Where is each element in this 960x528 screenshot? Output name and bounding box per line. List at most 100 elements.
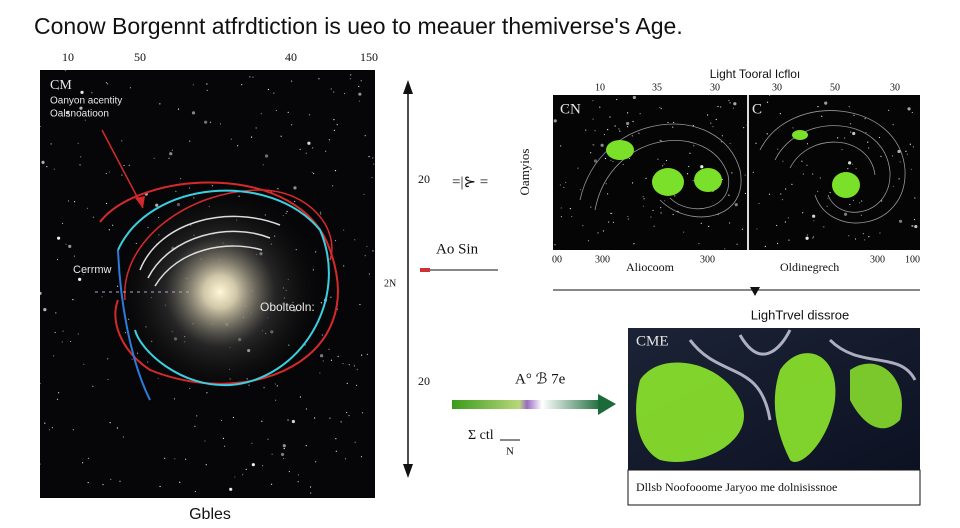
star <box>674 195 676 197</box>
star <box>553 119 557 123</box>
star <box>312 147 314 149</box>
star <box>619 130 621 132</box>
star <box>343 92 346 95</box>
star <box>628 157 630 160</box>
star <box>632 120 634 123</box>
star <box>372 250 374 252</box>
star <box>105 202 108 205</box>
star <box>271 453 273 455</box>
star <box>642 196 644 198</box>
star <box>698 243 700 245</box>
star <box>287 111 289 113</box>
label: N <box>506 446 514 458</box>
star <box>826 205 828 207</box>
star <box>580 188 582 191</box>
star <box>321 334 323 336</box>
star <box>318 78 320 80</box>
star <box>122 436 125 438</box>
star <box>592 144 594 146</box>
star <box>340 421 342 423</box>
star <box>710 122 712 124</box>
star <box>781 199 784 201</box>
star <box>107 83 109 85</box>
star <box>827 197 829 199</box>
star <box>823 226 825 228</box>
star <box>220 419 223 422</box>
star <box>779 113 781 115</box>
title: Conow Borgennt atfrdtiction is ueo to me… <box>34 13 683 39</box>
star <box>364 255 366 257</box>
star <box>61 222 64 225</box>
star <box>626 126 629 128</box>
star <box>333 91 335 93</box>
star <box>897 149 901 154</box>
symbol: =|⊱ = <box>452 174 488 190</box>
star <box>728 194 730 196</box>
star <box>813 220 815 222</box>
star <box>192 84 194 86</box>
star <box>914 197 916 199</box>
star <box>844 137 846 139</box>
star <box>108 171 110 173</box>
star <box>847 168 849 170</box>
star <box>168 157 170 159</box>
marker <box>420 268 430 272</box>
star <box>878 136 881 139</box>
label: Obolteoln: <box>260 300 315 314</box>
star <box>329 417 331 419</box>
star <box>879 232 881 234</box>
star <box>82 462 84 464</box>
star <box>881 200 883 202</box>
star <box>600 143 604 147</box>
star <box>51 427 53 429</box>
star <box>639 113 641 115</box>
star <box>731 172 733 174</box>
star <box>325 150 327 152</box>
star <box>559 184 561 186</box>
star <box>77 142 79 144</box>
star <box>569 208 572 210</box>
bottom-right-panel: CME Dllsb Noofooome Jaryoo me dolnisissn… <box>627 328 921 506</box>
tick-label: 100 <box>905 254 920 265</box>
star <box>852 131 856 136</box>
star <box>307 141 311 145</box>
star <box>741 228 744 230</box>
star <box>692 180 694 182</box>
star <box>659 139 661 141</box>
star <box>563 186 565 189</box>
star <box>560 207 562 209</box>
star <box>776 224 778 227</box>
star <box>632 95 636 100</box>
star <box>343 265 345 267</box>
star <box>663 163 665 165</box>
star <box>812 236 815 238</box>
star <box>252 76 254 78</box>
star <box>57 236 61 240</box>
star <box>849 123 852 125</box>
star <box>366 245 368 248</box>
star <box>251 463 255 467</box>
star <box>204 440 206 442</box>
star <box>660 107 662 110</box>
star <box>353 365 355 367</box>
star <box>643 198 645 200</box>
star <box>283 447 285 450</box>
star <box>280 452 285 457</box>
star <box>291 124 293 126</box>
star <box>627 215 629 218</box>
star <box>305 408 308 410</box>
tick-label: 300 <box>870 254 885 265</box>
star <box>914 224 918 229</box>
star <box>597 232 599 234</box>
star <box>732 107 734 109</box>
star <box>334 239 337 242</box>
star <box>864 239 866 241</box>
corner-label: CME <box>636 333 669 349</box>
star <box>683 231 685 233</box>
star <box>267 438 269 440</box>
star <box>627 218 629 220</box>
star <box>610 212 612 214</box>
star <box>261 420 263 422</box>
star <box>64 70 67 72</box>
star <box>55 312 57 314</box>
